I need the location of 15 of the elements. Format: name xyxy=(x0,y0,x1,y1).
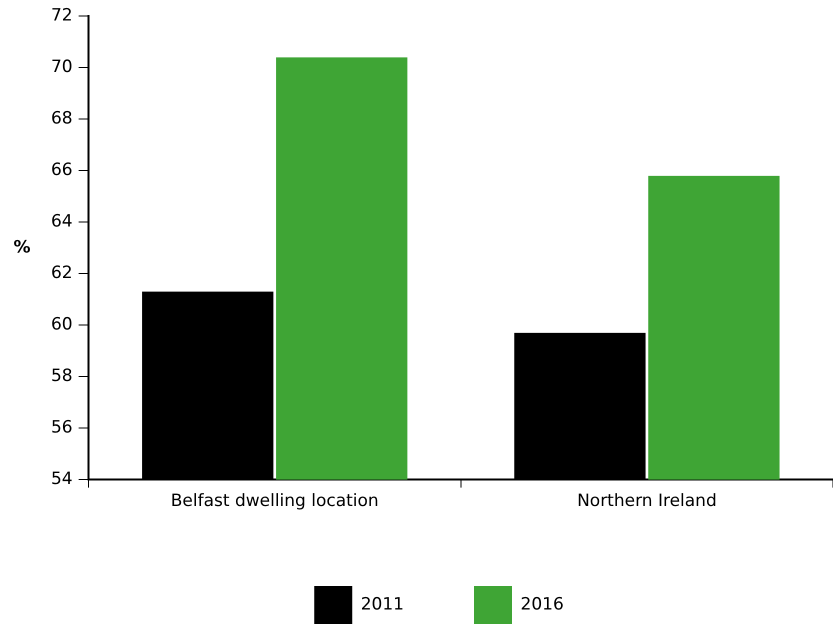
y-tick-label: 66 xyxy=(50,160,73,180)
y-tick-label: 68 xyxy=(50,108,73,129)
x-tick-label: Northern Ireland xyxy=(577,491,717,512)
x-tick-label: Belfast dwelling location xyxy=(170,491,379,512)
y-tick-label: 72 xyxy=(50,6,73,26)
y-tick-label: 54 xyxy=(50,469,73,490)
y-tick-label: 56 xyxy=(50,418,73,438)
y-tick-label: 62 xyxy=(50,263,73,284)
y-tick-label: 60 xyxy=(50,314,73,335)
legend-label: 2011 xyxy=(360,594,404,614)
y-axis-title: % xyxy=(13,237,31,258)
y-tick-label: 70 xyxy=(50,57,73,78)
y-tick-label: 58 xyxy=(50,366,73,386)
y-tick-label: 64 xyxy=(50,212,73,232)
legend-label: 2016 xyxy=(520,594,564,614)
